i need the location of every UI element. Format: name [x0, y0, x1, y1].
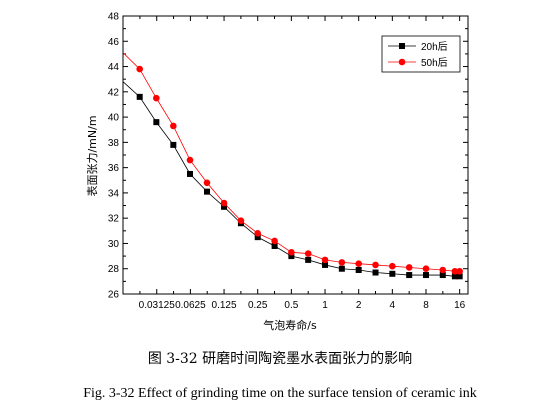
data-point	[422, 265, 430, 273]
data-point	[254, 230, 262, 237]
data-point	[439, 266, 447, 274]
y-axis-label: 表面张力/mN/m	[85, 115, 99, 196]
y-tick-label: 30	[108, 239, 120, 250]
data-point	[170, 141, 177, 148]
data-point	[288, 253, 295, 260]
data-point	[451, 273, 458, 280]
x-tick-label: 16	[454, 300, 466, 311]
legend-marker	[399, 43, 405, 49]
data-point	[203, 179, 211, 187]
data-point	[422, 272, 429, 279]
series-2	[122, 52, 463, 275]
data-point	[271, 242, 278, 249]
series-line	[122, 52, 460, 272]
x-tick-label: 8	[423, 300, 429, 311]
data-point	[153, 119, 160, 126]
legend-box	[381, 35, 461, 73]
data-point	[170, 122, 177, 130]
data-point	[322, 261, 329, 268]
y-tick-label: 26	[108, 290, 120, 301]
data-point	[338, 259, 346, 266]
x-tick-label: 1	[322, 300, 328, 311]
data-point	[355, 266, 362, 273]
data-point	[372, 269, 379, 276]
data-point	[153, 94, 160, 102]
data-point	[204, 188, 211, 195]
data-point	[305, 256, 312, 263]
data-point	[271, 237, 278, 245]
y-tick-label: 36	[108, 163, 120, 174]
data-point	[406, 272, 413, 279]
data-point	[456, 273, 463, 280]
y-tick-label: 40	[108, 113, 120, 124]
data-point	[187, 170, 194, 177]
data-point	[136, 65, 143, 73]
legend-label: 20h后	[421, 41, 448, 53]
x-tick-label: 4	[390, 300, 396, 311]
data-point	[186, 156, 194, 164]
y-tick-label: 44	[108, 62, 120, 73]
x-tick-label: 2	[356, 300, 362, 311]
data-point	[389, 270, 396, 277]
y-tick-label: 34	[108, 188, 120, 199]
figure-caption-english: Fig. 3-32 Effect of grinding time on the…	[83, 386, 477, 401]
data-point	[389, 262, 396, 270]
data-point	[321, 256, 329, 264]
data-point	[456, 267, 463, 275]
x-axis-label: 气泡寿命/s	[263, 318, 317, 332]
x-tick-label: 0.0625	[175, 300, 206, 311]
data-point	[221, 203, 228, 210]
x-tick-label: 0.25	[248, 300, 268, 311]
series-line	[122, 81, 460, 277]
data-point	[136, 93, 143, 100]
y-tick-label: 46	[108, 37, 120, 48]
figure-caption-chinese: 图 3-32 研磨时间陶瓷墨水表面张力的影响	[147, 351, 413, 367]
y-tick-label: 32	[108, 214, 120, 225]
data-point	[451, 267, 459, 275]
legend-marker	[398, 58, 406, 66]
data-point	[288, 249, 295, 256]
y-tick-label: 38	[108, 138, 120, 149]
x-tick-label: 0.03125	[139, 300, 176, 311]
y-tick-label: 48	[108, 12, 120, 23]
data-point	[338, 265, 345, 272]
data-point	[220, 199, 228, 207]
data-point	[355, 260, 362, 267]
data-point	[304, 250, 312, 257]
data-point	[439, 272, 446, 279]
y-tick-label: 28	[108, 264, 120, 275]
data-point	[237, 217, 245, 225]
y-tick-label: 42	[108, 87, 120, 98]
data-point	[372, 261, 379, 269]
x-tick-label: 0.125	[212, 300, 237, 311]
x-tick-label: 0.5	[284, 300, 298, 311]
data-point	[405, 264, 413, 271]
legend-label: 50h后	[421, 57, 448, 69]
data-point	[254, 234, 261, 241]
